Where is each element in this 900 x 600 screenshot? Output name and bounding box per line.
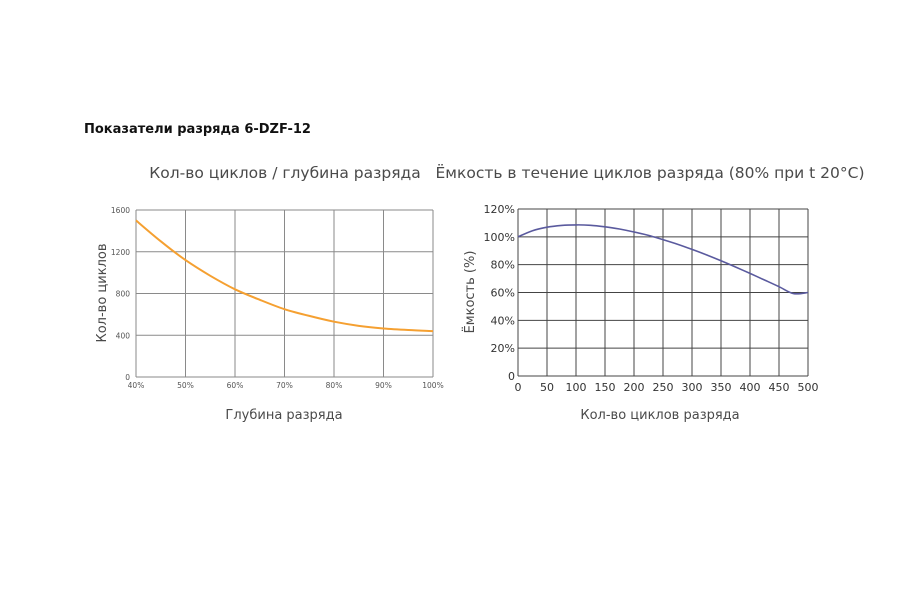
right-chart-x-tick-label: 50 xyxy=(540,381,554,394)
right-chart-y-tick-label: 0 xyxy=(508,370,515,383)
left-chart-ylabel: Кол-во циклов xyxy=(95,243,110,342)
right-chart-y-tick-label: 120% xyxy=(484,203,515,216)
left-chart-y-tick-label: 800 xyxy=(116,290,131,299)
left-chart-x-tick-label: 90% xyxy=(375,381,392,390)
left-chart-y-tick-label: 1600 xyxy=(111,206,130,215)
left-chart-x-tick-label: 70% xyxy=(276,381,293,390)
right-chart-x-tick-label: 500 xyxy=(798,381,819,394)
right-chart-x-tick-label: 250 xyxy=(653,381,674,394)
left-chart-x-tick-label: 40% xyxy=(128,381,145,390)
right-chart-y-tick-label: 20% xyxy=(491,342,515,355)
left-chart-y-tick-label: 1200 xyxy=(111,248,130,257)
right-chart-x-tick-label: 300 xyxy=(682,381,703,394)
right-chart-plot: 0 50 100 150 200 250 300 350 400 450 500 0 20% 40% 60%… xyxy=(484,203,819,394)
left-chart-x-tick-label: 80% xyxy=(326,381,343,390)
right-chart-x-tick-label: 200 xyxy=(624,381,645,394)
left-chart-series-line xyxy=(135,219,434,333)
right-chart-x-tick-label: 350 xyxy=(711,381,732,394)
right-chart-xlabel: Кол-во циклов разряда xyxy=(580,408,739,423)
left-chart-x-tick-label: 60% xyxy=(227,381,244,390)
right-chart-y-tick-label: 100% xyxy=(484,231,515,244)
right-chart-series-line xyxy=(517,224,809,295)
right-chart-x-tick-label: 100 xyxy=(566,381,587,394)
left-chart-y-tick-label: 400 xyxy=(116,331,131,340)
page-heading: Показатели разряда 6-DZF-12 xyxy=(84,122,311,137)
right-chart-ylabel: Ёмкость (%) xyxy=(462,251,478,334)
right-chart-title: Ёмкость в течение циклов разряда (80% пр… xyxy=(435,163,864,182)
right-chart-x-tick-label: 450 xyxy=(769,381,790,394)
right-chart-y-tick-label: 40% xyxy=(491,314,515,327)
right-chart-x-tick-label: 150 xyxy=(595,381,616,394)
right-chart-y-tick-label: 60% xyxy=(491,287,515,300)
left-chart-y-tick-label: 0 xyxy=(125,373,130,382)
right-chart-x-tick-label: 0 xyxy=(515,381,522,394)
left-chart-x-tick-label: 50% xyxy=(177,381,194,390)
right-chart-y-tick-label: 80% xyxy=(491,259,515,272)
left-chart-title: Кол-во циклов / глубина разряда xyxy=(149,164,421,182)
left-chart-plot: 40% 50% 60% 70% 80% 90% 100% 0 400 800 1200 1600 xyxy=(111,206,444,390)
left-chart-x-tick-label: 100% xyxy=(422,381,443,390)
right-chart-x-tick-label: 400 xyxy=(740,381,761,394)
left-chart-xlabel: Глубина разряда xyxy=(225,408,342,423)
